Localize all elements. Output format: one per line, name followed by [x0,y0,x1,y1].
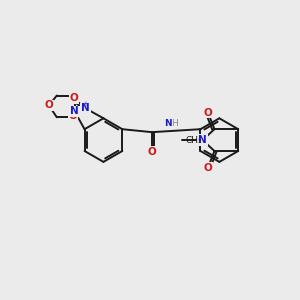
Text: +: + [83,101,88,107]
Text: O: O [68,111,77,121]
Text: N: N [164,119,172,128]
Text: N: N [81,103,90,113]
Text: N: N [70,106,79,116]
Text: O: O [204,108,212,118]
Text: CH₃: CH₃ [185,136,202,145]
Text: ⁻: ⁻ [76,114,80,123]
Text: H: H [171,119,178,128]
Text: O: O [204,163,212,172]
Text: O: O [44,100,53,110]
Text: O: O [148,147,156,157]
Text: O: O [69,94,78,103]
Text: N: N [198,135,207,145]
